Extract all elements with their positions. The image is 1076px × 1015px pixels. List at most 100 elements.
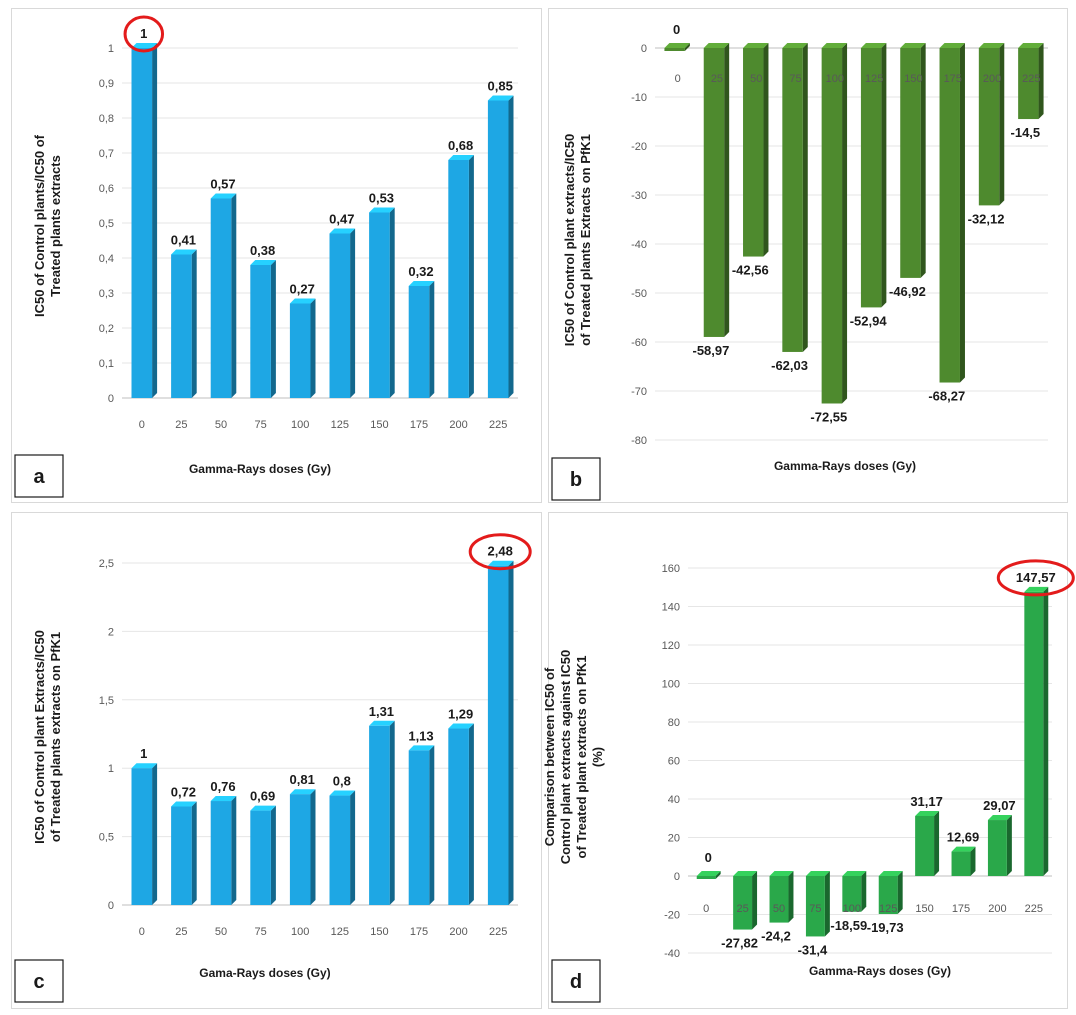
y-tick-label: 120 bbox=[662, 640, 680, 652]
bar-side bbox=[389, 720, 395, 905]
bar-side bbox=[970, 846, 976, 876]
data-label: 1 bbox=[140, 26, 147, 41]
x-tick-label: 0 bbox=[703, 903, 709, 915]
x-tick-label: 25 bbox=[711, 73, 723, 85]
bar-top bbox=[250, 805, 276, 811]
x-tick-label: 150 bbox=[370, 419, 388, 431]
x-tick-label: 175 bbox=[952, 903, 970, 915]
y-axis-title-line: Control plant extracts against IC50 bbox=[558, 650, 573, 865]
bar-top bbox=[915, 810, 940, 816]
x-tick-label: 225 bbox=[489, 926, 507, 938]
bar-side bbox=[824, 871, 830, 937]
y-tick-label: 60 bbox=[668, 756, 680, 768]
y-axis-title-line: IC50 of Control plant extracts/IC50 bbox=[562, 134, 577, 346]
bar-top bbox=[131, 43, 158, 48]
data-label: -31,4 bbox=[798, 942, 828, 957]
y-tick-label: 1 bbox=[108, 763, 114, 775]
data-label: 12,69 bbox=[947, 830, 980, 845]
x-tick-label: 200 bbox=[988, 903, 1006, 915]
bar bbox=[900, 48, 921, 278]
bar-top bbox=[978, 43, 1005, 48]
y-tick-label: 2 bbox=[108, 626, 114, 638]
x-tick-label: 100 bbox=[843, 903, 861, 915]
data-label: 0,47 bbox=[329, 212, 354, 227]
x-tick-label: 0 bbox=[675, 73, 681, 85]
y-axis-title: IC50 of Control plants/IC50 ofTreated pl… bbox=[32, 134, 63, 317]
bar-side bbox=[959, 43, 965, 383]
bar-side bbox=[468, 155, 474, 398]
data-label: -19,73 bbox=[867, 920, 904, 935]
y-tick-label: -20 bbox=[631, 141, 647, 153]
bar bbox=[487, 565, 509, 905]
x-tick-label: 150 bbox=[915, 903, 933, 915]
y-tick-label: -60 bbox=[631, 337, 647, 349]
data-label: 0,68 bbox=[448, 138, 473, 153]
data-label: -62,03 bbox=[771, 358, 808, 373]
x-tick-label: 175 bbox=[410, 926, 428, 938]
bar-top bbox=[951, 846, 976, 852]
x-tick-label: 100 bbox=[826, 73, 844, 85]
y-tick-label: 0,5 bbox=[99, 832, 114, 844]
y-tick-label: 0,5 bbox=[99, 218, 114, 230]
y-tick-label: 0,4 bbox=[99, 253, 114, 265]
bar-top bbox=[487, 560, 514, 566]
data-label: 1,31 bbox=[369, 704, 394, 719]
bar-side bbox=[231, 796, 237, 905]
data-label: -14,5 bbox=[1011, 125, 1041, 140]
panel-label: a bbox=[33, 466, 45, 488]
data-label: -18,59 bbox=[830, 918, 867, 933]
y-tick-label: 2,5 bbox=[99, 558, 114, 570]
bar bbox=[696, 876, 716, 879]
y-tick-label: 80 bbox=[668, 717, 680, 729]
x-tick-label: 25 bbox=[736, 903, 748, 915]
data-label: 0,81 bbox=[290, 772, 315, 787]
bar-side bbox=[231, 193, 237, 398]
x-tick-label: 100 bbox=[291, 926, 309, 938]
bar bbox=[978, 48, 1000, 206]
y-axis-title-line: IC50 of Control plant Extracts/IC50 bbox=[32, 630, 47, 844]
data-label: 0,32 bbox=[408, 264, 433, 279]
data-label: -68,27 bbox=[928, 389, 965, 404]
x-tick-label: 125 bbox=[331, 926, 349, 938]
bar-top bbox=[842, 871, 867, 876]
bar-side bbox=[270, 260, 276, 398]
x-tick-label: 100 bbox=[291, 419, 309, 431]
data-label: -58,97 bbox=[693, 343, 730, 358]
bar-side bbox=[788, 871, 794, 923]
bar-top bbox=[939, 43, 965, 48]
bar-top bbox=[878, 871, 903, 876]
bar bbox=[131, 48, 153, 398]
bar bbox=[878, 876, 898, 914]
y-tick-label: 1 bbox=[108, 43, 114, 55]
bar-side bbox=[429, 281, 435, 398]
bar-side bbox=[350, 790, 356, 905]
x-tick-label: 125 bbox=[865, 73, 883, 85]
bar bbox=[769, 876, 789, 923]
panel-label-box bbox=[14, 959, 64, 1003]
bar-side bbox=[350, 228, 356, 398]
y-axis-title: IC50 of Control plant extracts/IC50of Tr… bbox=[562, 134, 593, 346]
y-tick-label: 0,1 bbox=[99, 358, 114, 370]
bar-side bbox=[310, 298, 316, 398]
data-label: 0,69 bbox=[250, 789, 275, 804]
panel-label-box bbox=[551, 959, 601, 1003]
bar bbox=[664, 48, 685, 51]
x-tick-label: 175 bbox=[944, 73, 962, 85]
bar-top bbox=[329, 790, 356, 796]
bar-side bbox=[897, 871, 903, 914]
x-tick-label: 225 bbox=[1022, 73, 1040, 85]
bar-top bbox=[289, 789, 316, 795]
x-tick-label: 75 bbox=[254, 419, 266, 431]
bar bbox=[408, 286, 430, 398]
bar bbox=[915, 815, 935, 876]
data-label: 1 bbox=[140, 746, 147, 761]
bar-side bbox=[763, 43, 769, 257]
y-axis-title-line: of Treated plants Extracts on PfK1 bbox=[578, 134, 593, 346]
data-label: 0,8 bbox=[333, 774, 351, 789]
bar-side bbox=[802, 43, 808, 352]
y-axis-title: IC50 of Control plant Extracts/IC50of Tr… bbox=[32, 630, 63, 844]
chart-c: 0 0,5 1 1,5 2 2,5 1 0 0,72 25 0,76 50 0,69 75 0,81 100 0… bbox=[14, 533, 532, 1003]
bar-top bbox=[369, 720, 395, 726]
data-label: -24,2 bbox=[761, 929, 791, 944]
